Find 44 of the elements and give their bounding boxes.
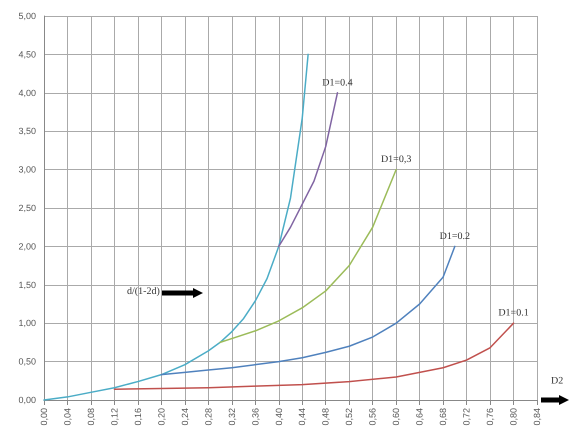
y-tick-label: 4,00 xyxy=(18,88,36,98)
y-tick-label: 0,00 xyxy=(18,395,36,405)
x-tick-label: 0,00 xyxy=(39,408,49,426)
x-tick-label: 0,80 xyxy=(508,408,519,426)
x-tick-label: 0,32 xyxy=(226,408,237,426)
series-label: D1=0.4 xyxy=(322,77,353,88)
x-tick-label: 0,12 xyxy=(109,408,120,426)
y-tick-label: 2,00 xyxy=(18,241,36,252)
x-tick-label: 0,40 xyxy=(274,408,284,426)
x-tick-label: 0,76 xyxy=(485,408,496,426)
y-tick-label: 3,50 xyxy=(18,126,36,136)
y-tick-label: 0,50 xyxy=(18,356,36,367)
x-tick-label: 0,64 xyxy=(414,408,425,426)
x-tick-label: 0,56 xyxy=(368,408,378,426)
x-tick-label: 0,84 xyxy=(532,408,542,426)
line-series xyxy=(278,92,338,248)
x-tick-label: 0,60 xyxy=(391,408,402,426)
x-tick-label: 0,48 xyxy=(320,408,331,426)
series-label: D1=0.2 xyxy=(440,230,470,242)
line-series xyxy=(114,322,514,390)
x-tick-label: 0,36 xyxy=(250,408,260,426)
line-series xyxy=(219,168,397,344)
y-tick-label: 3,00 xyxy=(18,164,36,175)
x-tick-label: 0,24 xyxy=(180,408,190,426)
y-tick-label: 1,50 xyxy=(18,280,36,290)
x-tick-label: 0,68 xyxy=(438,408,448,426)
x-tick-label: 0,44 xyxy=(297,408,308,426)
x-tick-label: 0,72 xyxy=(462,408,472,426)
y-tick-label: 4,50 xyxy=(18,49,36,60)
x-tick-label: 0,20 xyxy=(156,408,166,426)
x-tick-label: 0,52 xyxy=(344,408,354,426)
y-tick-label: 1,00 xyxy=(18,318,36,328)
line-series xyxy=(160,246,456,376)
x-tick-label: 0,08 xyxy=(86,408,96,426)
line-series xyxy=(43,54,309,401)
y-tick-label: 2,50 xyxy=(18,203,36,213)
x-axis-title: D2 xyxy=(551,376,564,386)
series-label: D1=0.1 xyxy=(498,308,529,319)
annotation: d/(1-2d) xyxy=(127,286,160,297)
x-tick-label: 0,04 xyxy=(62,408,72,426)
x-tick-label: 0,16 xyxy=(132,408,143,426)
y-tick-label: 5,00 xyxy=(18,11,36,21)
series-label: D1=0,3 xyxy=(380,154,412,166)
x-tick-label: 0,28 xyxy=(203,408,214,426)
